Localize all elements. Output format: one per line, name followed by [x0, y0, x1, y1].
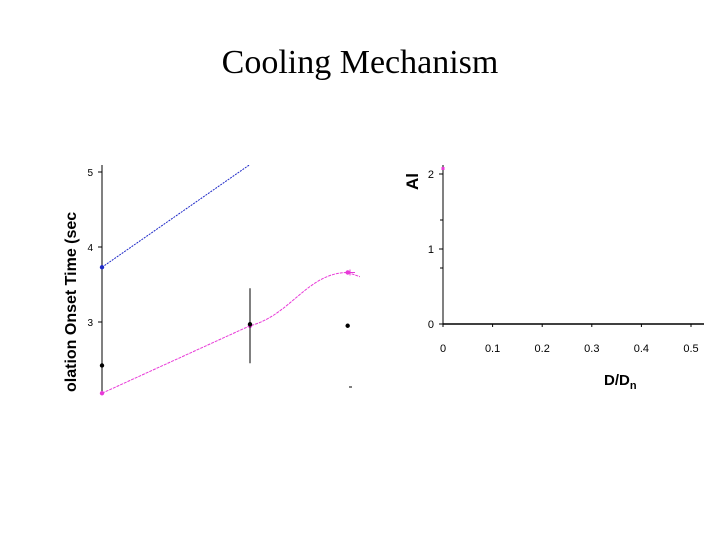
right-chart-x-tick-label: 0.5 — [683, 343, 698, 355]
right-chart-y-axis-label: Al — [403, 173, 422, 190]
right-chart-x-axis-label: D/Dn — [604, 372, 637, 392]
left-chart-data-point — [99, 363, 105, 368]
right-chart-y-tick-label: 0 — [428, 319, 434, 331]
right-chart-data-point — [441, 167, 445, 170]
left-chart-y-tick-label: 5 — [87, 168, 93, 179]
right-chart-y-tick-label: 2 — [428, 169, 434, 181]
slide-title: Cooling Mechanism — [221, 44, 499, 81]
right-chart-x-tick-label: 0.2 — [535, 343, 550, 355]
left-chart-series-line — [101, 165, 251, 268]
left-chart-data-point — [345, 323, 350, 328]
right-chart-x-tick-label: 0 — [440, 343, 446, 355]
left-chart-data-point — [99, 391, 105, 396]
right-chart-x-tick-label: 0.4 — [634, 343, 649, 355]
left-chart-data-point — [99, 265, 105, 270]
x-label-main: D/D — [604, 372, 630, 389]
left-chart-y-tick-label: 3 — [87, 318, 93, 329]
left-chart-y-axis-label: olation Onset Time (sec — [63, 212, 80, 392]
right-chart-x-tick-label: 0.1 — [485, 343, 500, 355]
left-chart-series-line — [101, 271, 360, 394]
right-chart-x-tick-label: 0.3 — [584, 343, 599, 355]
x-label-subscript: n — [630, 380, 637, 392]
left-chart-y-tick-label: 4 — [87, 243, 93, 254]
right-chart-y-tick-label: 1 — [428, 244, 434, 256]
